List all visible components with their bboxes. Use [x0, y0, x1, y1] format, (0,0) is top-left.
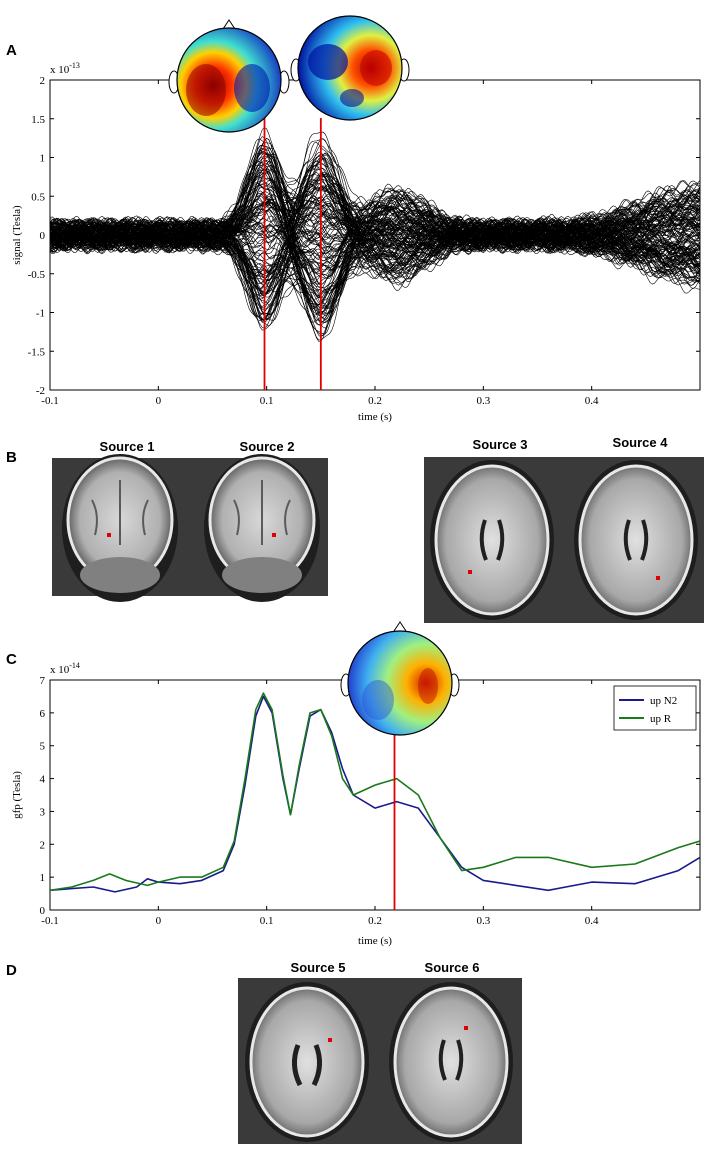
- plot-a-ytick-label-6: 1: [40, 153, 46, 165]
- plot-c-ytick-label-0: 0: [40, 905, 46, 917]
- plot-a-ytick-label-1: -1.5: [28, 346, 46, 358]
- legend-label-up-n2: up N2: [650, 695, 677, 707]
- plot-c-ytick-label-3: 3: [40, 806, 46, 818]
- plot-c-xtick-label-5: 0.4: [585, 915, 599, 927]
- source-3-label: Source 3: [473, 437, 528, 452]
- mri-source-4: [574, 460, 698, 620]
- plot-a-xtick-label-0: -0.1: [41, 395, 58, 407]
- plot-a-xtick-label-5: 0.4: [585, 395, 599, 407]
- plot-a-trace-146: [50, 226, 700, 322]
- plot-a-ytick-label-2: -1: [36, 308, 45, 320]
- source-1-marker: [107, 533, 111, 537]
- plot-c-xtick-label-0: -0.1: [41, 915, 58, 927]
- panel-label-c: C: [6, 651, 17, 668]
- plot-a-ytick-label-4: 0: [40, 230, 46, 242]
- plot-c-legend: up N2 up R: [613, 685, 697, 731]
- plot-a-trace-143: [50, 205, 700, 268]
- plot-c-xlabel: time (s): [358, 935, 392, 947]
- plot-c-xtick-label-2: 0.1: [260, 915, 274, 927]
- plot-a-ytick-label-7: 1.5: [31, 114, 45, 126]
- source-3-marker: [468, 570, 472, 574]
- plot-a-ytick-label-5: 0.5: [31, 191, 45, 203]
- mri-source-2: [204, 454, 320, 602]
- plot-a-trace-129: [50, 233, 700, 342]
- plot-a-xtick-label-2: 0.1: [260, 395, 274, 407]
- plot-c-ytick-label-1: 1: [40, 872, 46, 884]
- plot-a-trace-139: [50, 164, 700, 305]
- plot-a-traces: [50, 126, 700, 342]
- plot-a-ylabel: signal (Tesla): [11, 205, 23, 265]
- mri-source-5: [245, 982, 369, 1142]
- plot-c-xtick-label-3: 0.2: [368, 915, 382, 927]
- plot-a-ytick-label-8: 2: [40, 75, 46, 87]
- topomap-a2: [290, 15, 410, 121]
- plot-a-xtick-label-1: 0: [156, 395, 162, 407]
- source-5-marker: [328, 1038, 332, 1042]
- plot-a-markers: [263, 118, 322, 390]
- source-4-marker: [656, 576, 660, 580]
- topomap-c: [340, 621, 460, 736]
- mri-coronal-panel: [52, 454, 328, 602]
- plot-c-ytick-label-2: 2: [40, 839, 46, 851]
- source-2-label: Source 2: [240, 439, 295, 454]
- panel-label-b: B: [6, 449, 17, 466]
- plot-a-trace-126: [50, 208, 700, 269]
- plot-a-trace-148: [50, 173, 700, 327]
- plot-a-trace-135: [50, 176, 700, 258]
- plot-c-exponent-base: x 10: [50, 664, 70, 676]
- plot-a-trace-142: [50, 178, 700, 273]
- plot-a-xtick-label-4: 0.3: [476, 395, 490, 407]
- plot-a-trace-147: [50, 200, 700, 279]
- plot-a-trace-149: [50, 147, 700, 257]
- plot-a-xlabel: time (s): [358, 411, 392, 423]
- legend-label-up-r: up R: [650, 713, 672, 725]
- source-6-label: Source 6: [425, 960, 480, 975]
- plot-a-ytick-label-0: -2: [36, 385, 45, 397]
- panel-label-d: D: [6, 962, 17, 979]
- mri-source-6: [389, 982, 513, 1142]
- plot-a-xtick-label-3: 0.2: [368, 395, 382, 407]
- plot-c-ytick-label-4: 4: [40, 774, 46, 786]
- plot-c-xtick-label-1: 0: [156, 915, 162, 927]
- plot-a-trace-141: [50, 138, 700, 240]
- plot-a-trace-144: [50, 172, 700, 315]
- source-2-marker: [272, 533, 276, 537]
- mri-axial-panel-d: [238, 978, 522, 1144]
- mri-source-1: [62, 454, 178, 602]
- plot-a-trace-121: [50, 209, 700, 260]
- plot-a-exponent-power: -13: [69, 61, 80, 70]
- plot-c-ylabel: gfp (Tesla): [11, 771, 23, 819]
- plot-a-trace-122: [50, 161, 700, 297]
- plot-a-trace-120: [50, 197, 700, 265]
- topomap-a1: [168, 19, 290, 133]
- source-4-label: Source 4: [613, 435, 669, 450]
- source-5-label: Source 5: [291, 960, 346, 975]
- plot-a-exponent: x 10-13: [50, 61, 80, 76]
- plot-c-exponent: x 10-14: [50, 661, 80, 676]
- plot-a-exponent-base: x 10: [50, 64, 70, 76]
- plot-c-ytick-label-6: 6: [40, 708, 46, 720]
- plot-c-exponent-power: -14: [69, 661, 80, 670]
- plot-c-ytick-label-7: 7: [40, 675, 46, 687]
- plot-c-ytick-label-5: 5: [40, 741, 46, 753]
- plot-a-ticks: -0.1 0 0.1 0.2 0.3 0.4 -2 -1.5 -1 -0.5 0 0.5 1 1.5 2: [28, 75, 700, 407]
- plot-a: -0.1 0 0.1 0.2 0.3 0.4 -2 -1.5 -1 -0.5 0 0.5 1 1.5 2 t…: [11, 61, 701, 423]
- plot-a-trace-145: [50, 215, 700, 286]
- panel-label-a: A: [6, 42, 17, 59]
- mri-source-3: [430, 460, 554, 620]
- plot-c-series-up-r: [50, 692, 700, 892]
- plot-a-trace-134: [50, 154, 700, 273]
- plot-a-ytick-label-3: -0.5: [28, 269, 46, 281]
- mri-axial-panel-b: [424, 457, 704, 623]
- plot-c-xtick-label-4: 0.3: [476, 915, 490, 927]
- plot-c-lines: [50, 692, 700, 893]
- source-1-label: Source 1: [100, 439, 155, 454]
- source-6-marker: [464, 1026, 468, 1030]
